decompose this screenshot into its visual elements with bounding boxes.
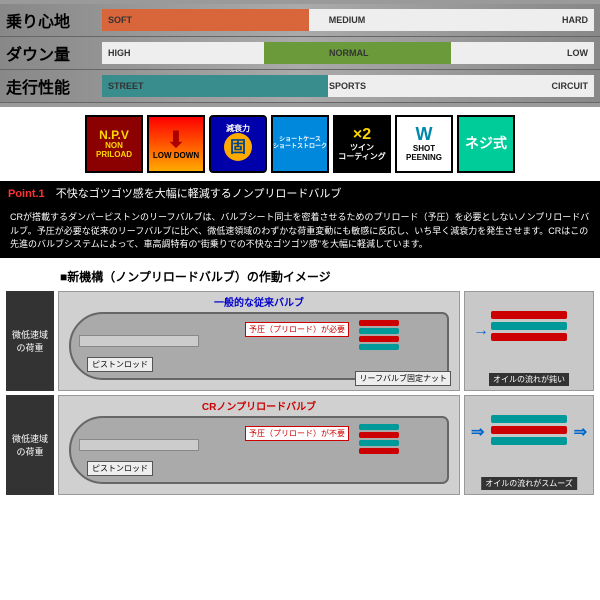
flow-arrow-icon: → [473, 322, 489, 340]
tick: STREET [108, 81, 144, 91]
side-label: 微低速域の荷重 [6, 291, 54, 391]
tick: CIRCUIT [552, 81, 589, 91]
leaf-valve [359, 328, 399, 334]
detail-conventional: → オイルの流れが鈍い [464, 291, 594, 391]
valve-stack [359, 424, 399, 468]
rating-row-comfort: 乗り心地 SOFT MEDIUM HARD [0, 4, 600, 37]
preload-callout: 予圧（プリロード）が必要 [245, 322, 349, 337]
valve-type-label: CRノンプリロードバルブ [202, 398, 316, 413]
damp-circle-icon: 固 [224, 133, 252, 161]
tick: HARD [562, 15, 588, 25]
badge-twin-coating: ×2 ツイン コーティング [333, 115, 391, 173]
tick: SOFT [108, 15, 132, 25]
valve-stack [359, 320, 399, 364]
ratings-panel: 乗り心地 SOFT MEDIUM HARD ダウン量 HIGH NORMAL L… [0, 0, 600, 107]
leaf-valve [359, 448, 399, 454]
leaf-valve [359, 440, 399, 446]
rating-label: 乗り心地 [6, 8, 102, 32]
down-arrow-icon: ⬇ [167, 128, 185, 152]
tick: LOW [567, 48, 588, 58]
preload-callout: 予圧（プリロード）が不要 [245, 426, 349, 441]
leaf-valve [359, 336, 399, 342]
rating-label: ダウン量 [6, 41, 102, 65]
cutaway-conventional: 一般的な従来バルブ ピストンロッド 予圧（プリロード）が必要 リーフバルブ固定ナ… [58, 291, 460, 391]
rod-label: ピストンロッド [87, 357, 153, 372]
leaf-valve [359, 424, 399, 430]
rating-bar: HIGH NORMAL LOW [102, 42, 594, 64]
leaf-valve [359, 320, 399, 326]
cutaway-cr: CRノンプリロードバルブ ピストンロッド 予圧（プリロード）が不要 [58, 395, 460, 495]
rating-label: 走行性能 [6, 74, 102, 98]
badge-damping: 減衰力 固 [209, 115, 267, 173]
valve-type-label: 一般的な従来バルブ [214, 294, 304, 309]
badge-npv: N.P.V NON PRILOAD [85, 115, 143, 173]
leaf-valve [359, 344, 399, 350]
valve-detail [491, 415, 568, 474]
rating-row-drive: 走行性能 STREET SPORTS CIRCUIT [0, 70, 600, 103]
flow-label: オイルの流れがスムーズ [481, 477, 577, 490]
side-label: 微低速域の荷重 [6, 395, 54, 495]
tick: NORMAL [329, 48, 369, 58]
badge-screw-type: ネジ式 [457, 115, 515, 173]
tick: MEDIUM [329, 15, 366, 25]
detail-cr: ⇒ ⇒ オイルの流れがスムーズ [464, 395, 594, 495]
tick: SPORTS [329, 81, 366, 91]
nut-label: リーフバルブ固定ナット [355, 371, 451, 386]
diagram-area: ■新機構（ノンプリロードバルブ）の作動イメージ 微低速域の荷重 一般的な従来バル… [0, 258, 600, 503]
rating-bar: STREET SPORTS CIRCUIT [102, 75, 594, 97]
tick: HIGH [108, 48, 131, 58]
diagram-row-conventional: 微低速域の荷重 一般的な従来バルブ ピストンロッド 予圧（プリロード）が必要 リ… [0, 289, 600, 393]
flow-arrow-icon: ⇒ [471, 422, 484, 442]
piston-rod [79, 439, 199, 451]
feature-badges: N.P.V NON PRILOAD ⬇ LOW DOWN 減衰力 固 ショートケ… [0, 107, 600, 181]
diagram-row-cr: 微低速域の荷重 CRノンプリロードバルブ ピストンロッド 予圧（プリロード）が不… [0, 393, 600, 497]
diagram-title: ■新機構（ノンプリロードバルブ）の作動イメージ [0, 264, 600, 289]
badge-wshot-peening: W SHOT PEENING [395, 115, 453, 173]
point1-header: Point.1 不快なゴツゴツ感を大幅に軽減するノンプリロードバルブ [0, 181, 600, 205]
point-title: 不快なゴツゴツ感を大幅に軽減するノンプリロードバルブ [56, 188, 342, 200]
rod-label: ピストンロッド [87, 461, 153, 476]
flow-arrow-icon: ⇒ [574, 422, 587, 442]
flow-label: オイルの流れが鈍い [489, 373, 569, 386]
valve-detail [491, 311, 568, 370]
point1-body: CRが搭載するダンパーピストンのリーフバルブは、バルブシート同士を密着させるため… [0, 205, 600, 258]
rating-row-down: ダウン量 HIGH NORMAL LOW [0, 37, 600, 70]
rating-bar: SOFT MEDIUM HARD [102, 9, 594, 31]
badge-lowdown: ⬇ LOW DOWN [147, 115, 205, 173]
piston-rod [79, 335, 199, 347]
point-tag: Point.1 [8, 188, 45, 200]
leaf-valve [359, 432, 399, 438]
badge-shortcase: ショートケース ショートストローク [271, 115, 329, 173]
